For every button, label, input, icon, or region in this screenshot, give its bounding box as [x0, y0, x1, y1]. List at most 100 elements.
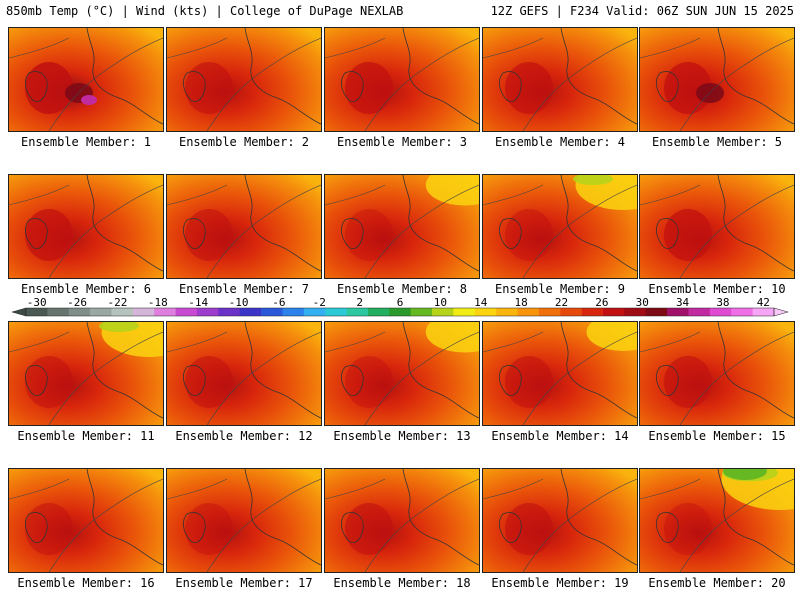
colorbar-left-arrow: [11, 307, 27, 317]
temperature-map: [167, 175, 321, 278]
ensemble-member-map: [166, 174, 322, 279]
colorbar-tick-label: -30: [27, 297, 47, 309]
colorbar-swatch: [303, 308, 326, 316]
temperature-map: [325, 175, 479, 278]
colorbar-swatch: [90, 308, 112, 316]
temperature-map: [167, 28, 321, 131]
ensemble-member-map: [639, 468, 795, 573]
temperature-map: [9, 322, 163, 425]
ensemble-member-map: [8, 174, 164, 279]
colorbar-swatch: [709, 308, 732, 316]
colorbar-swatch: [346, 308, 369, 316]
member-caption: Ensemble Member: 7: [178, 282, 310, 296]
member-caption: Ensemble Member: 2: [178, 135, 310, 149]
colorbar-tick-label: 38: [716, 297, 729, 309]
temperature-map: [9, 469, 163, 572]
colorbar-swatch: [667, 308, 689, 316]
valid-time-label: 12Z GEFS | F234 Valid: 06Z SUN JUN 15 20…: [490, 4, 794, 18]
member-caption: Ensemble Member: 12: [175, 429, 313, 443]
colorbar-swatch: [410, 308, 433, 316]
colorbar-tick-label: -18: [148, 297, 168, 309]
colorbar-swatch: [47, 308, 70, 316]
colorbar-swatch: [538, 308, 561, 316]
colorbar-swatch: [154, 308, 176, 316]
colorbar-swatch: [367, 308, 390, 316]
temperature-map: [325, 28, 479, 131]
colorbar-ticks: -30 -26 -22 -18 -14 -10 -6 -2 2 6 10 14 18 22 26 30 34 38…: [27, 297, 770, 309]
member-caption: Ensemble Member: 13: [333, 429, 471, 443]
colorbar-tick-label: -14: [188, 297, 208, 309]
colorbar-swatch: [581, 308, 604, 316]
temperature-map: [483, 175, 637, 278]
colorbar-tick-label: -6: [272, 297, 285, 309]
colorbar-tick-label: 10: [434, 297, 447, 309]
colorbar-swatch: [218, 308, 241, 316]
member-caption: Ensemble Member: 8: [336, 282, 468, 296]
temperature-map: [640, 322, 794, 425]
colorbar-tick-label: 18: [514, 297, 527, 309]
colorbar-tick-label: -22: [107, 297, 127, 309]
colorbar-swatches: [11, 307, 789, 317]
member-caption: Ensemble Member: 18: [333, 576, 471, 590]
ensemble-member-map: [324, 321, 480, 426]
colorbar-swatch: [282, 308, 305, 316]
member-caption: Ensemble Member: 14: [491, 429, 629, 443]
colorbar-swatch: [325, 308, 347, 316]
temperature-map: [483, 469, 637, 572]
map-title: 850mb Temp (°C) | Wind (kts) | College o…: [6, 4, 404, 18]
header: 850mb Temp (°C) | Wind (kts) | College o…: [0, 0, 800, 22]
temperature-map: [9, 28, 163, 131]
colorbar-swatch: [688, 308, 711, 316]
member-caption: Ensemble Member: 9: [494, 282, 626, 296]
colorbar-tick-label: 14: [474, 297, 488, 309]
temperature-map: [167, 469, 321, 572]
temperature-map: [483, 322, 637, 425]
temperature-map: [167, 322, 321, 425]
colorbar-tick-label: 6: [397, 297, 404, 309]
ensemble-member-map: [482, 321, 638, 426]
ensemble-member-map: [324, 468, 480, 573]
colorbar-swatch: [261, 308, 283, 316]
temperature-map: [483, 28, 637, 131]
colorbar-tick-label: 26: [595, 297, 608, 309]
ensemble-member-map: [482, 468, 638, 573]
colorbar-swatch: [752, 308, 775, 316]
member-caption: Ensemble Member: 15: [648, 429, 786, 443]
ensemble-member-map: [482, 174, 638, 279]
temperature-map: [9, 175, 163, 278]
member-caption: Ensemble Member: 19: [491, 576, 629, 590]
ensemble-member-map: [166, 468, 322, 573]
colorbar-tick-label: 42: [757, 297, 770, 309]
ensemble-member-map: [166, 321, 322, 426]
member-caption: Ensemble Member: 17: [175, 576, 313, 590]
colorbar-tick-label: 34: [676, 297, 690, 309]
colorbar-swatch: [26, 308, 48, 316]
colorbar-swatch: [111, 308, 134, 316]
member-caption: Ensemble Member: 20: [648, 576, 786, 590]
colorbar-swatch: [624, 308, 647, 316]
member-caption: Ensemble Member: 5: [651, 135, 783, 149]
colorbar-swatch: [645, 308, 668, 316]
colorbar-swatch: [132, 308, 155, 316]
colorbar-swatch: [68, 308, 91, 316]
temperature-map: [325, 469, 479, 572]
temperature-map: [640, 469, 794, 572]
colorbar-swatch: [731, 308, 753, 316]
ensemble-member-map: [324, 174, 480, 279]
member-caption: Ensemble Member: 10: [648, 282, 786, 296]
colorbar-tick-label: -2: [313, 297, 326, 309]
ensemble-member-map: [639, 27, 795, 132]
colorbar-tick-label: 22: [555, 297, 568, 309]
ensemble-member-map: [8, 27, 164, 132]
colorbar-swatch: [389, 308, 411, 316]
temperature-colorbar: -30 -26 -22 -18 -14 -10 -6 -2 2 6 10 14 18 22 26 30 34 38…: [11, 297, 789, 317]
ensemble-member-map: [166, 27, 322, 132]
ensemble-member-map: [639, 174, 795, 279]
member-caption: Ensemble Member: 16: [17, 576, 155, 590]
colorbar-swatch: [239, 308, 262, 316]
temperature-map: [640, 28, 794, 131]
temperature-map: [640, 175, 794, 278]
temperature-map: [325, 322, 479, 425]
ensemble-member-map: [8, 321, 164, 426]
colorbar-tick-label: 30: [636, 297, 649, 309]
